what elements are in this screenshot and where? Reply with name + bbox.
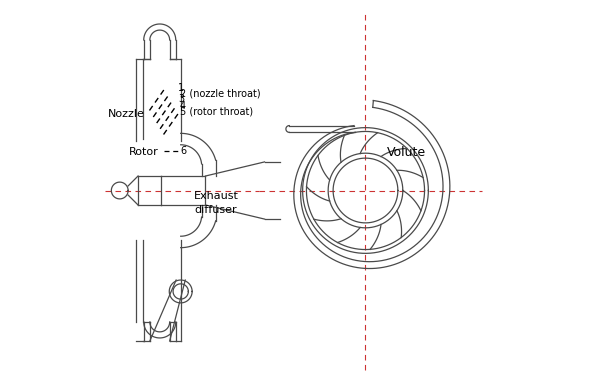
Text: 3: 3 (179, 94, 185, 104)
Text: 1: 1 (178, 83, 184, 93)
Text: 2 (nozzle throat): 2 (nozzle throat) (180, 88, 261, 98)
Text: 5 (rotor throat): 5 (rotor throat) (180, 106, 253, 116)
Text: 4: 4 (179, 101, 185, 110)
Text: Rotor: Rotor (129, 147, 159, 157)
Text: Volute: Volute (386, 146, 425, 159)
Text: 6: 6 (180, 146, 186, 156)
Text: Exhaust
diffuser: Exhaust diffuser (194, 191, 239, 215)
Text: Nozzle: Nozzle (107, 109, 145, 119)
